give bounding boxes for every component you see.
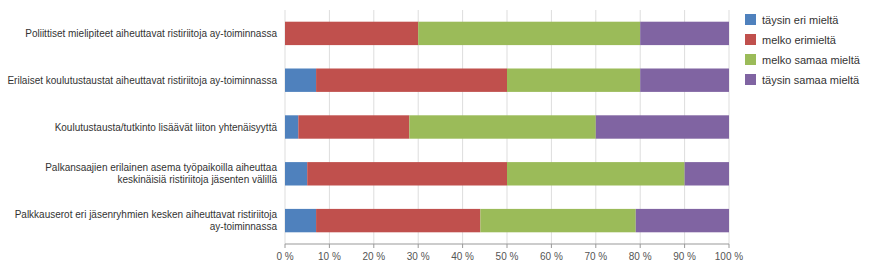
x-tick <box>640 244 641 248</box>
bar-segment <box>418 22 640 45</box>
x-tick-label: 20 % <box>362 251 385 262</box>
x-tick-label: 70 % <box>584 251 607 262</box>
legend-label: täysin eri mieltä <box>762 14 839 26</box>
category-label: Erilaiset koulutustaustat aiheuttavat ri… <box>7 75 277 86</box>
category-label-line: Palkkauserot eri jäsenryhmien kesken aih… <box>15 209 278 220</box>
x-tick-label: 50 % <box>496 251 519 262</box>
x-tick <box>507 244 508 248</box>
x-tick <box>462 244 463 248</box>
category-label: Poliittiset mielipiteet aiheuttavat rist… <box>25 28 277 39</box>
x-tick <box>595 244 596 248</box>
bar-segment <box>685 162 729 185</box>
legend-label: täysin samaa mieltä <box>762 74 860 86</box>
category-label-line: keskinäisiä ristiriitoja jäsenten välill… <box>117 174 277 185</box>
category-label-line: ay-toiminnassa <box>210 221 278 232</box>
category-label: Palkansaajien erilainen asema työpaikoil… <box>45 162 277 185</box>
x-axis: 0 % 10 % 20 % 30 % 40 % 50 % 60 % 70 % 80 % 90 % 1… <box>276 244 743 262</box>
legend: täysin eri mieltä melko erimieltä melko sa… <box>745 14 861 86</box>
legend-label: melko samaa mieltä <box>762 54 861 66</box>
bar-segment <box>298 115 409 138</box>
x-tick-label: 30 % <box>407 251 430 262</box>
bar-segment <box>285 69 316 92</box>
x-tick <box>329 244 330 248</box>
x-tick-label: 0 % <box>276 251 293 262</box>
x-tick-label: 60 % <box>540 251 563 262</box>
chart: Palkkauserot eri jäsenryhmien kesken aih… <box>0 0 869 274</box>
bar-segment <box>307 162 507 185</box>
x-tick <box>551 244 552 248</box>
grid <box>285 10 729 244</box>
bar-segment <box>316 209 480 232</box>
bar-segment <box>316 69 507 92</box>
x-tick-label: 10 % <box>318 251 341 262</box>
bar-segment <box>507 69 640 92</box>
bar-segment <box>285 22 418 45</box>
x-tick <box>684 244 685 248</box>
bar-segment <box>640 22 729 45</box>
x-tick-label: 100 % <box>715 251 743 262</box>
x-tick <box>729 244 730 248</box>
bar-segment <box>640 69 729 92</box>
series <box>596 22 729 233</box>
category-label: Koulutustausta/tutkinto lisäävät liiton … <box>55 122 278 133</box>
bar-segment <box>596 115 729 138</box>
bar-segment <box>285 162 307 185</box>
legend-label: melko erimieltä <box>762 34 837 46</box>
category-label-line: Poliittiset mielipiteet aiheuttavat rist… <box>25 28 277 39</box>
legend-swatch <box>745 74 756 85</box>
category-label-line: Koulutustausta/tutkinto lisäävät liiton … <box>55 122 278 133</box>
x-tick-label: 80 % <box>629 251 652 262</box>
bar-segment <box>636 209 729 232</box>
bar-segment <box>480 209 635 232</box>
x-tick <box>373 244 374 248</box>
category-label: Palkkauserot eri jäsenryhmien kesken aih… <box>15 209 278 232</box>
x-tick <box>418 244 419 248</box>
legend-swatch <box>745 54 756 65</box>
bar-segment <box>285 115 298 138</box>
legend-swatch <box>745 14 756 25</box>
bar-segment <box>507 162 685 185</box>
x-tick <box>285 244 286 248</box>
category-labels: Palkkauserot eri jäsenryhmien kesken aih… <box>7 28 277 232</box>
x-tick-label: 90 % <box>673 251 696 262</box>
x-tick-label: 40 % <box>451 251 474 262</box>
bars <box>285 22 729 233</box>
bar-segment <box>285 209 316 232</box>
bar-segment <box>409 115 595 138</box>
category-label-line: Erilaiset koulutustaustat aiheuttavat ri… <box>7 75 277 86</box>
category-label-line: Palkansaajien erilainen asema työpaikoil… <box>45 162 277 173</box>
series <box>285 69 316 233</box>
legend-swatch <box>745 34 756 45</box>
